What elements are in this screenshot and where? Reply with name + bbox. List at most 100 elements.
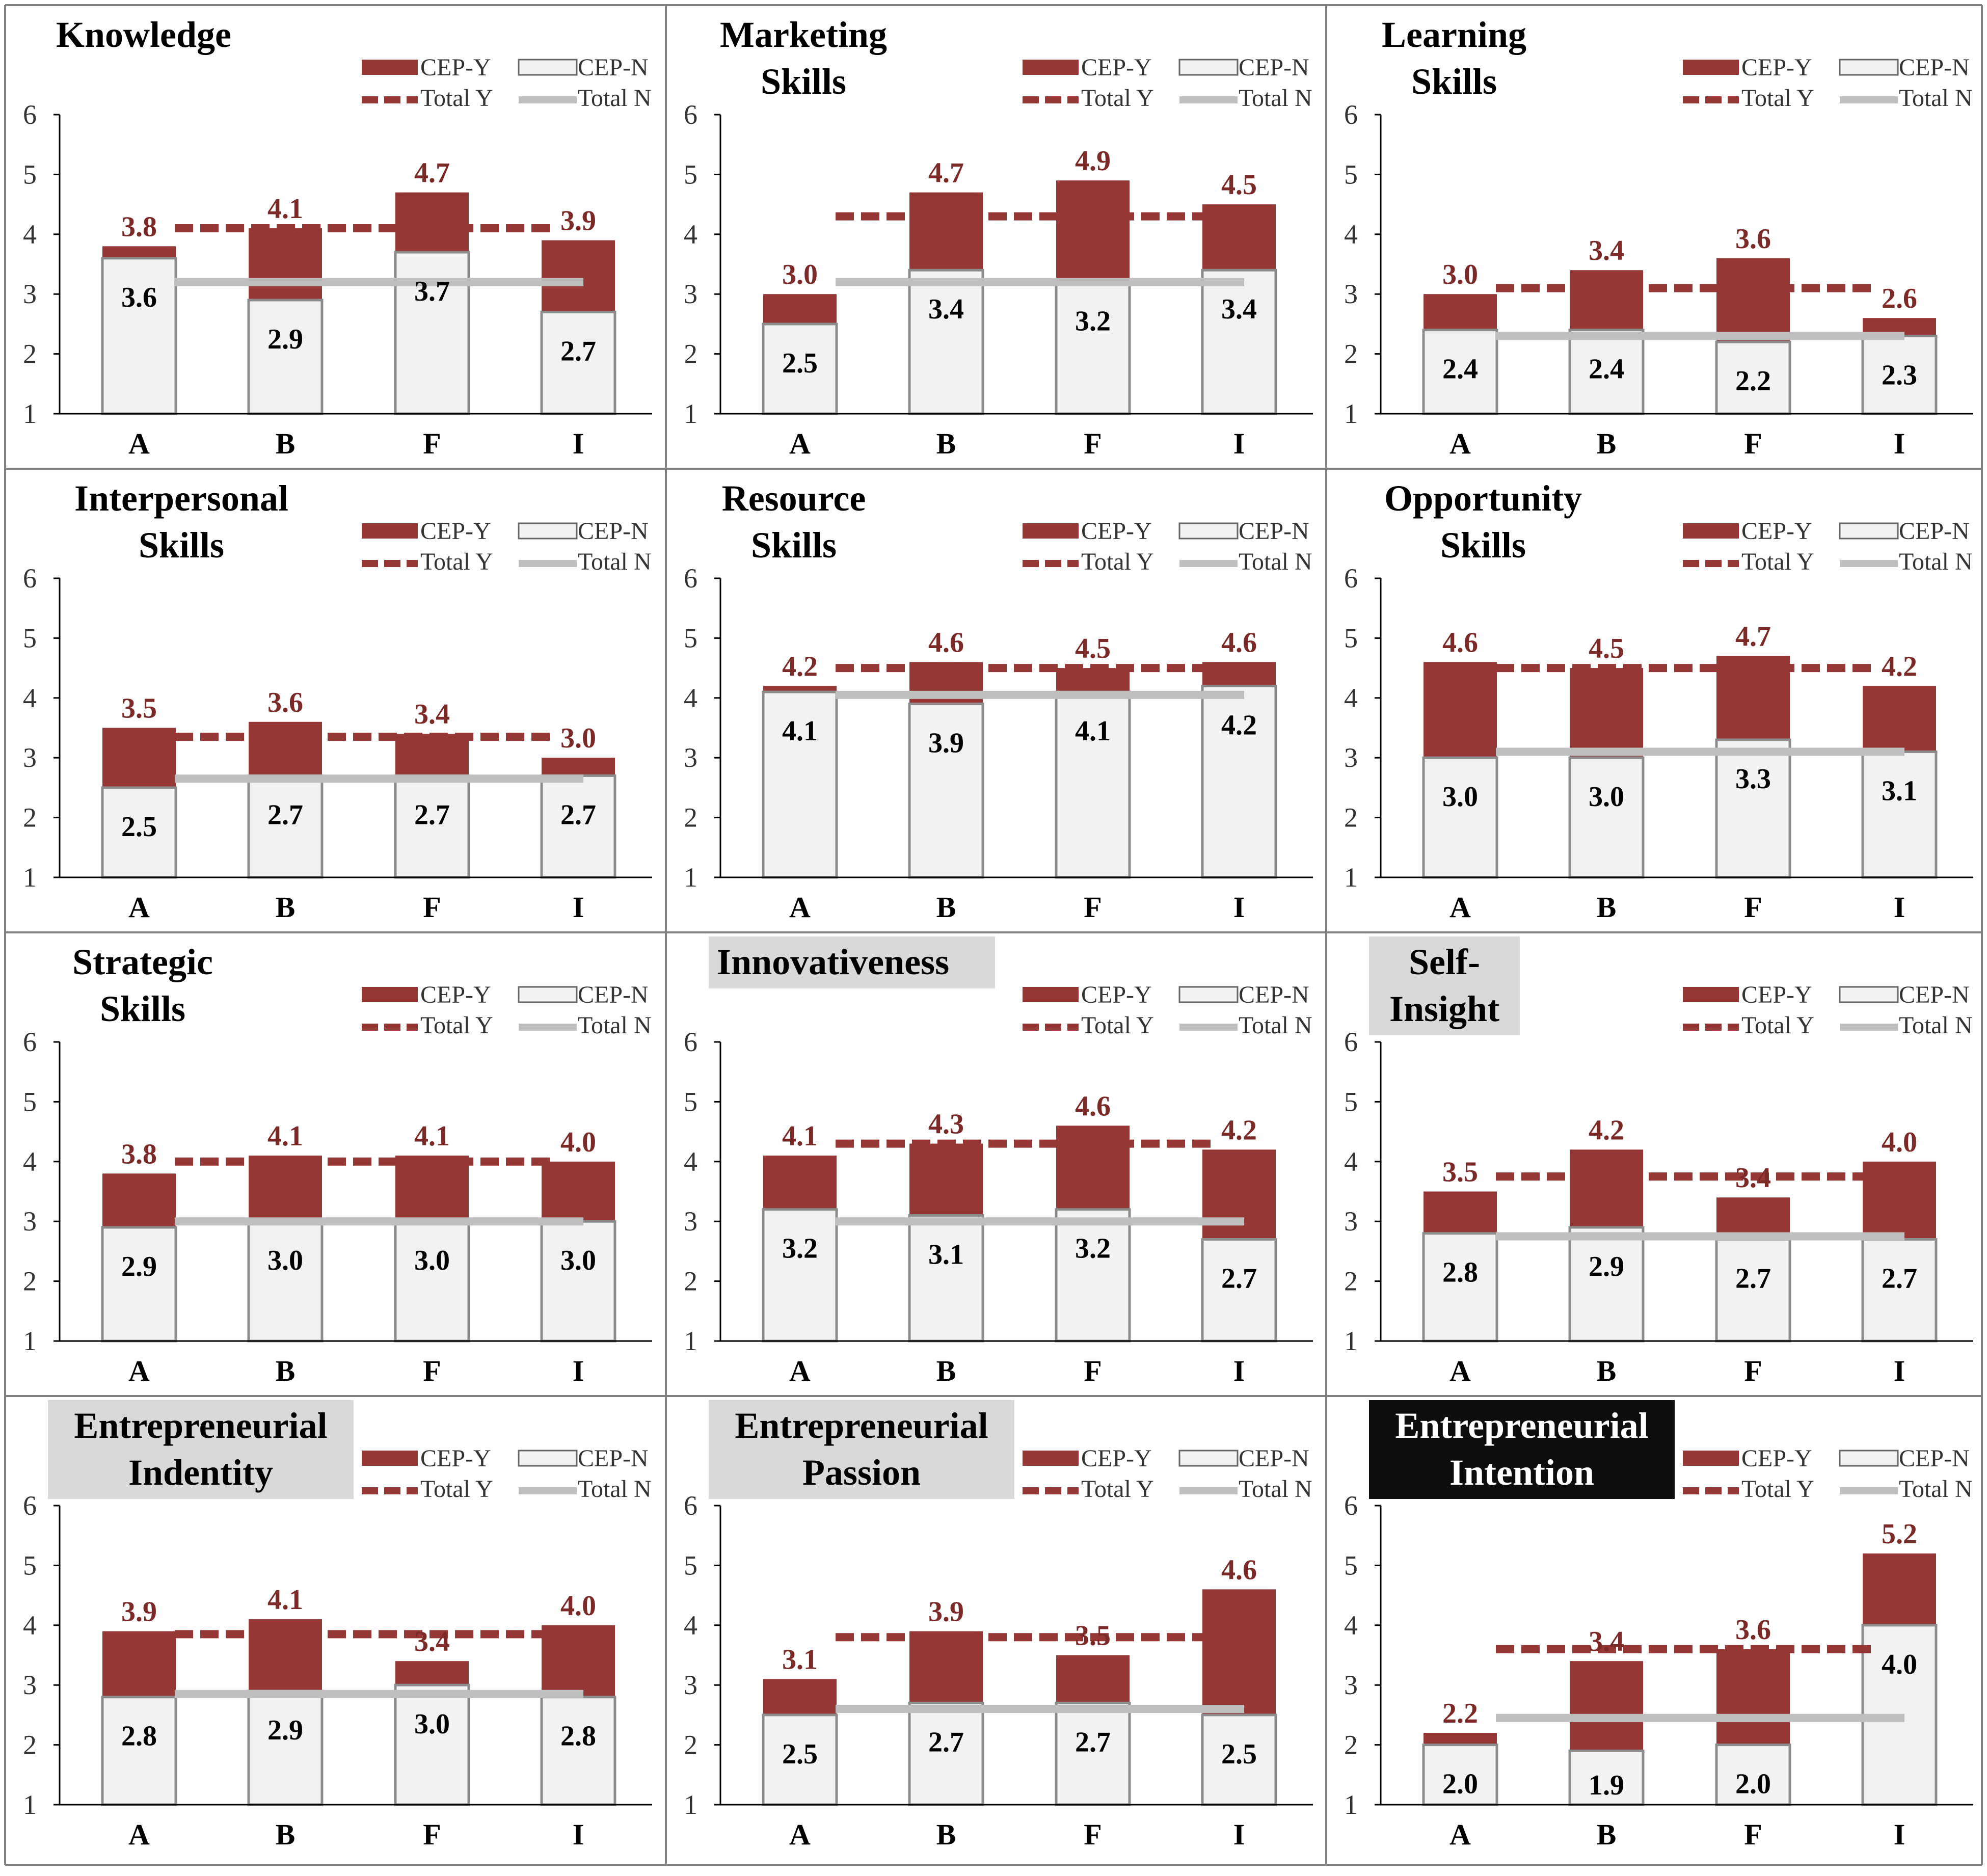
value-label-cep-y-B: 4.6 bbox=[928, 627, 964, 658]
legend-cep-y-label: CEP-Y bbox=[1741, 518, 1812, 545]
y-tick-label-4: 4 bbox=[1344, 1146, 1358, 1177]
legend-cep-y-label: CEP-Y bbox=[1741, 54, 1812, 81]
value-label-cep-n-B: 2.4 bbox=[1589, 354, 1624, 385]
title-background bbox=[1369, 936, 1520, 1035]
value-label-cep-n-A: 3.6 bbox=[121, 282, 157, 313]
legend-cep-y-swatch bbox=[1683, 523, 1739, 539]
y-tick-label-4: 4 bbox=[1344, 683, 1358, 713]
y-tick-label-4: 4 bbox=[23, 683, 37, 713]
value-label-cep-n-I: 2.5 bbox=[1221, 1738, 1257, 1770]
y-axis: 1 2 3 4 5 6 bbox=[684, 99, 721, 429]
bar-cep-n-A bbox=[762, 690, 838, 879]
y-tick-label-1: 1 bbox=[1344, 1326, 1358, 1356]
legend-total-n-label: Total N bbox=[1899, 1476, 1973, 1503]
legend-cep-n-swatch bbox=[1839, 986, 1899, 1003]
y-tick-label-5: 5 bbox=[23, 623, 37, 653]
value-label-cep-n-I: 3.0 bbox=[560, 1245, 596, 1276]
y-tick-label-6: 6 bbox=[684, 1490, 697, 1521]
bars bbox=[762, 180, 1277, 415]
y-tick-label-2: 2 bbox=[684, 802, 697, 833]
bar-cep-n-A bbox=[101, 257, 177, 415]
chart-title-line-1: Entrepreneurial bbox=[735, 1405, 988, 1446]
total-lines bbox=[836, 664, 1244, 699]
value-label-cep-n-F: 2.7 bbox=[1075, 1726, 1111, 1758]
value-label-cep-n-F: 2.7 bbox=[414, 799, 450, 830]
y-tick-label-5: 5 bbox=[23, 1550, 37, 1580]
chart-title-line-1: Entrepreneurial bbox=[1395, 1405, 1648, 1446]
value-label-cep-n-A: 3.0 bbox=[1442, 781, 1478, 813]
legend-cep-y-swatch bbox=[362, 60, 418, 75]
y-tick-label-3: 3 bbox=[1344, 742, 1358, 773]
legend-total-y-label: Total Y bbox=[1741, 1476, 1814, 1503]
legend: CEP-Y CEP-N Total Y Total N bbox=[1683, 518, 1973, 575]
chart-title-line-2: Passion bbox=[802, 1452, 921, 1493]
value-labels: 2.2 2.0 3.4 1.9 3.6 2.0 5.2 4.0 bbox=[1442, 1518, 1917, 1801]
value-label-cep-y-B: 4.1 bbox=[267, 193, 303, 225]
y-tick-label-3: 3 bbox=[1344, 1670, 1358, 1700]
x-tick-label-B: B bbox=[936, 427, 956, 460]
y-tick-label-5: 5 bbox=[1344, 623, 1358, 653]
x-tick-label-F: F bbox=[1744, 1818, 1762, 1851]
value-labels: 3.0 2.4 3.4 2.4 3.6 2.2 2.6 2.3 bbox=[1442, 223, 1917, 397]
chart-title-line-2: Skills bbox=[139, 525, 224, 566]
x-tick-label-I: I bbox=[1233, 1354, 1245, 1387]
total-lines bbox=[175, 1630, 583, 1698]
value-label-cep-y-B: 4.5 bbox=[1589, 633, 1624, 664]
value-label-cep-y-B: 3.9 bbox=[928, 1596, 964, 1628]
total-lines bbox=[1496, 1172, 1904, 1241]
y-tick-label-2: 2 bbox=[23, 802, 37, 833]
y-tick-label-6: 6 bbox=[1344, 1490, 1358, 1521]
legend-cep-n-label: CEP-N bbox=[1239, 518, 1309, 545]
bar-cep-n-F bbox=[1715, 1744, 1791, 1806]
legend-cep-y-swatch bbox=[362, 1451, 418, 1466]
bar-cep-n-I bbox=[1201, 1238, 1277, 1343]
x-tick-label-I: I bbox=[573, 1818, 584, 1851]
y-tick-label-2: 2 bbox=[23, 1266, 37, 1297]
y-tick-label-5: 5 bbox=[684, 159, 697, 190]
value-labels: 3.5 2.8 4.2 2.9 3.4 2.7 4.0 2.7 bbox=[1442, 1114, 1917, 1294]
y-tick-label-1: 1 bbox=[1344, 398, 1358, 429]
legend: CEP-Y CEP-N Total Y Total N bbox=[1023, 981, 1312, 1039]
legend-total-y-label: Total Y bbox=[420, 548, 493, 575]
value-label-cep-n-A: 4.1 bbox=[782, 715, 818, 747]
y-tick-label-6: 6 bbox=[23, 1027, 37, 1057]
value-label-cep-y-B: 4.2 bbox=[1589, 1114, 1624, 1146]
y-axis: 1 2 3 4 5 6 bbox=[23, 99, 61, 429]
bars bbox=[762, 1125, 1277, 1343]
y-tick-label-4: 4 bbox=[23, 219, 37, 250]
bar-cep-n-F bbox=[1055, 1701, 1131, 1806]
legend-cep-n-swatch bbox=[518, 59, 578, 76]
bar-cep-n-A bbox=[1422, 1232, 1498, 1343]
x-tick-label-F: F bbox=[1744, 891, 1762, 924]
y-tick-label-5: 5 bbox=[1344, 1550, 1358, 1580]
legend-total-n-label: Total N bbox=[1899, 1012, 1973, 1039]
y-tick-label-1: 1 bbox=[1344, 1789, 1358, 1820]
y-tick-label-1: 1 bbox=[23, 398, 37, 429]
y-tick-label-3: 3 bbox=[23, 1670, 37, 1700]
legend-cep-n-swatch bbox=[1839, 1450, 1899, 1467]
legend-cep-n-label: CEP-N bbox=[1239, 1445, 1309, 1472]
bar-cep-n-B bbox=[1568, 1226, 1645, 1343]
y-tick-label-1: 1 bbox=[684, 398, 697, 429]
value-label-cep-y-F: 4.9 bbox=[1075, 145, 1111, 177]
panel-strategic-skills: Strategic Skills CEP-Y CEP-N Total Y Total N 1… bbox=[23, 942, 652, 1387]
total-lines bbox=[1496, 664, 1904, 756]
chart-title-line-1: Learning bbox=[1382, 14, 1526, 55]
y-tick-label-4: 4 bbox=[684, 683, 697, 713]
y-tick-label-2: 2 bbox=[684, 1266, 697, 1297]
y-tick-label-2: 2 bbox=[1344, 1266, 1358, 1297]
legend-cep-y-swatch bbox=[1683, 60, 1739, 75]
value-label-cep-y-A: 3.8 bbox=[121, 211, 157, 243]
chart-title-line-2: Skills bbox=[1440, 525, 1526, 566]
legend-cep-y-swatch bbox=[1683, 1451, 1739, 1466]
legend-cep-n-label: CEP-N bbox=[1899, 54, 1970, 81]
bar-cep-n-B bbox=[908, 269, 984, 415]
legend-total-n-label: Total N bbox=[578, 1476, 652, 1503]
y-axis: 1 2 3 4 5 6 bbox=[684, 563, 721, 893]
x-tick-label-A: A bbox=[128, 1818, 150, 1851]
value-labels: 3.9 2.8 4.1 2.9 3.4 3.0 4.0 2.8 bbox=[121, 1584, 596, 1752]
y-axis: 1 2 3 4 5 6 bbox=[684, 1490, 721, 1820]
